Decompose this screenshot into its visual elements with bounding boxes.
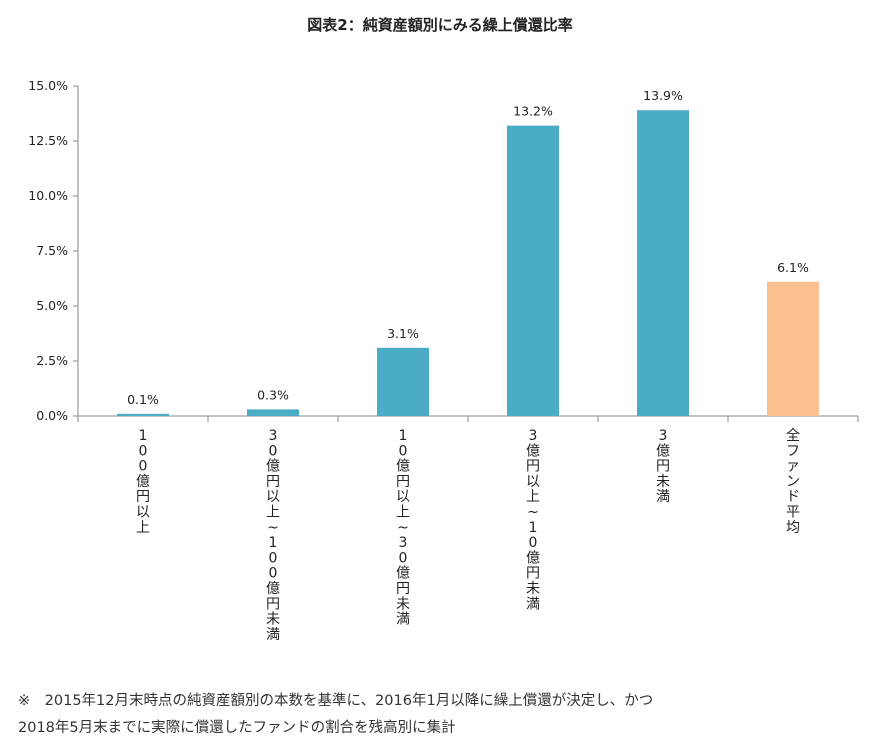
- category-label: 3 億円以上~ 1 0 億円未満: [526, 428, 540, 612]
- data-label: 6.1%: [777, 260, 809, 275]
- data-label: 13.9%: [643, 88, 683, 103]
- y-tick-label: 10.0%: [28, 188, 68, 203]
- category-label: 1 0 0 億円以上: [136, 428, 150, 536]
- y-tick-label: 0.0%: [36, 408, 68, 423]
- category-label: 3 0 億円以上~ 1 0 0 億円未満: [266, 428, 280, 643]
- y-tick-label: 12.5%: [28, 133, 68, 148]
- chart-title: 図表2：純資産額別にみる繰上償還比率: [307, 16, 573, 34]
- data-label: 0.3%: [257, 387, 289, 402]
- y-tick-label: 5.0%: [36, 298, 68, 313]
- bar: [767, 281, 819, 416]
- bar: [637, 110, 689, 416]
- y-tick-label: 15.0%: [28, 78, 68, 93]
- y-tick-label: 2.5%: [36, 353, 68, 368]
- data-label: 3.1%: [387, 326, 419, 341]
- bar: [247, 409, 299, 416]
- bar: [377, 347, 429, 416]
- category-label: 1 0 億円以上~ 3 0 億円未満: [396, 428, 410, 628]
- footnote-line-2: 2018年5月末までに実際に償還したファンドの割合を残高別に集計: [18, 720, 456, 736]
- category-label: 全ファンド平均: [786, 427, 800, 536]
- bar: [117, 413, 169, 416]
- footnote-line-1: ※ 2015年12月末時点の純資産額別の本数を基準に、2016年1月以降に繰上償…: [18, 693, 654, 709]
- bar: [507, 125, 559, 416]
- data-label: 0.1%: [127, 392, 159, 407]
- y-tick-label: 7.5%: [36, 243, 68, 258]
- footnote: ※ 2015年12月末時点の純資産額別の本数を基準に、2016年1月以降に繰上償…: [18, 688, 868, 742]
- data-label: 13.2%: [513, 104, 553, 119]
- bar-chart: 0.0% 2.5% 5.0% 7.5% 10.0% 12.5% 15.0% 0.1% 1 0 0 億円…: [28, 78, 859, 643]
- category-label: 3 億円未満: [656, 428, 670, 505]
